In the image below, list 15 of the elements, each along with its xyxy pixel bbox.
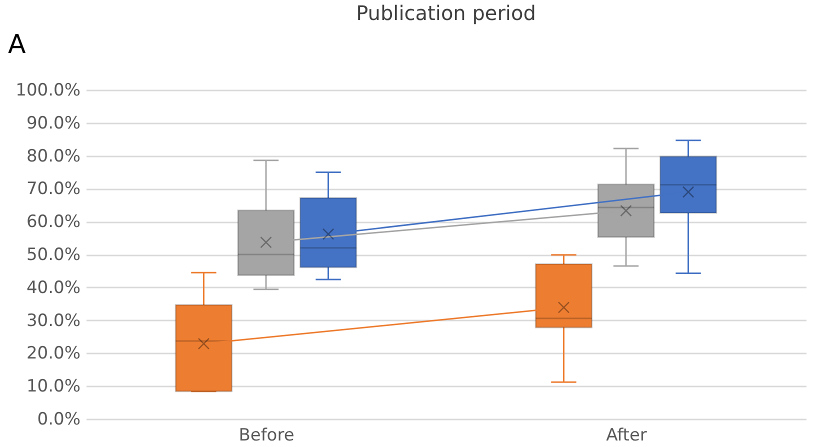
y-tick-label: 10.0% <box>26 376 80 397</box>
y-tick-label: 30.0% <box>26 310 80 331</box>
y-tick-label: 80.0% <box>26 146 80 166</box>
x-tick-label: Before <box>238 426 294 446</box>
y-tick-label: 20.0% <box>26 344 80 364</box>
y-tick-label: 50.0% <box>26 245 80 265</box>
text: A <box>8 30 26 60</box>
x-tick-label: After <box>606 426 647 446</box>
y-tick-label: 40.0% <box>26 278 80 298</box>
y-tick-label: 100.0% <box>16 80 80 100</box>
y-tick-label: 0.0% <box>37 410 80 430</box>
y-tick-label: 60.0% <box>26 212 80 232</box>
y-tick-label: 70.0% <box>26 179 80 200</box>
chart-title: Publication period <box>356 1 536 25</box>
y-tick-label: 90.0% <box>26 113 80 134</box>
